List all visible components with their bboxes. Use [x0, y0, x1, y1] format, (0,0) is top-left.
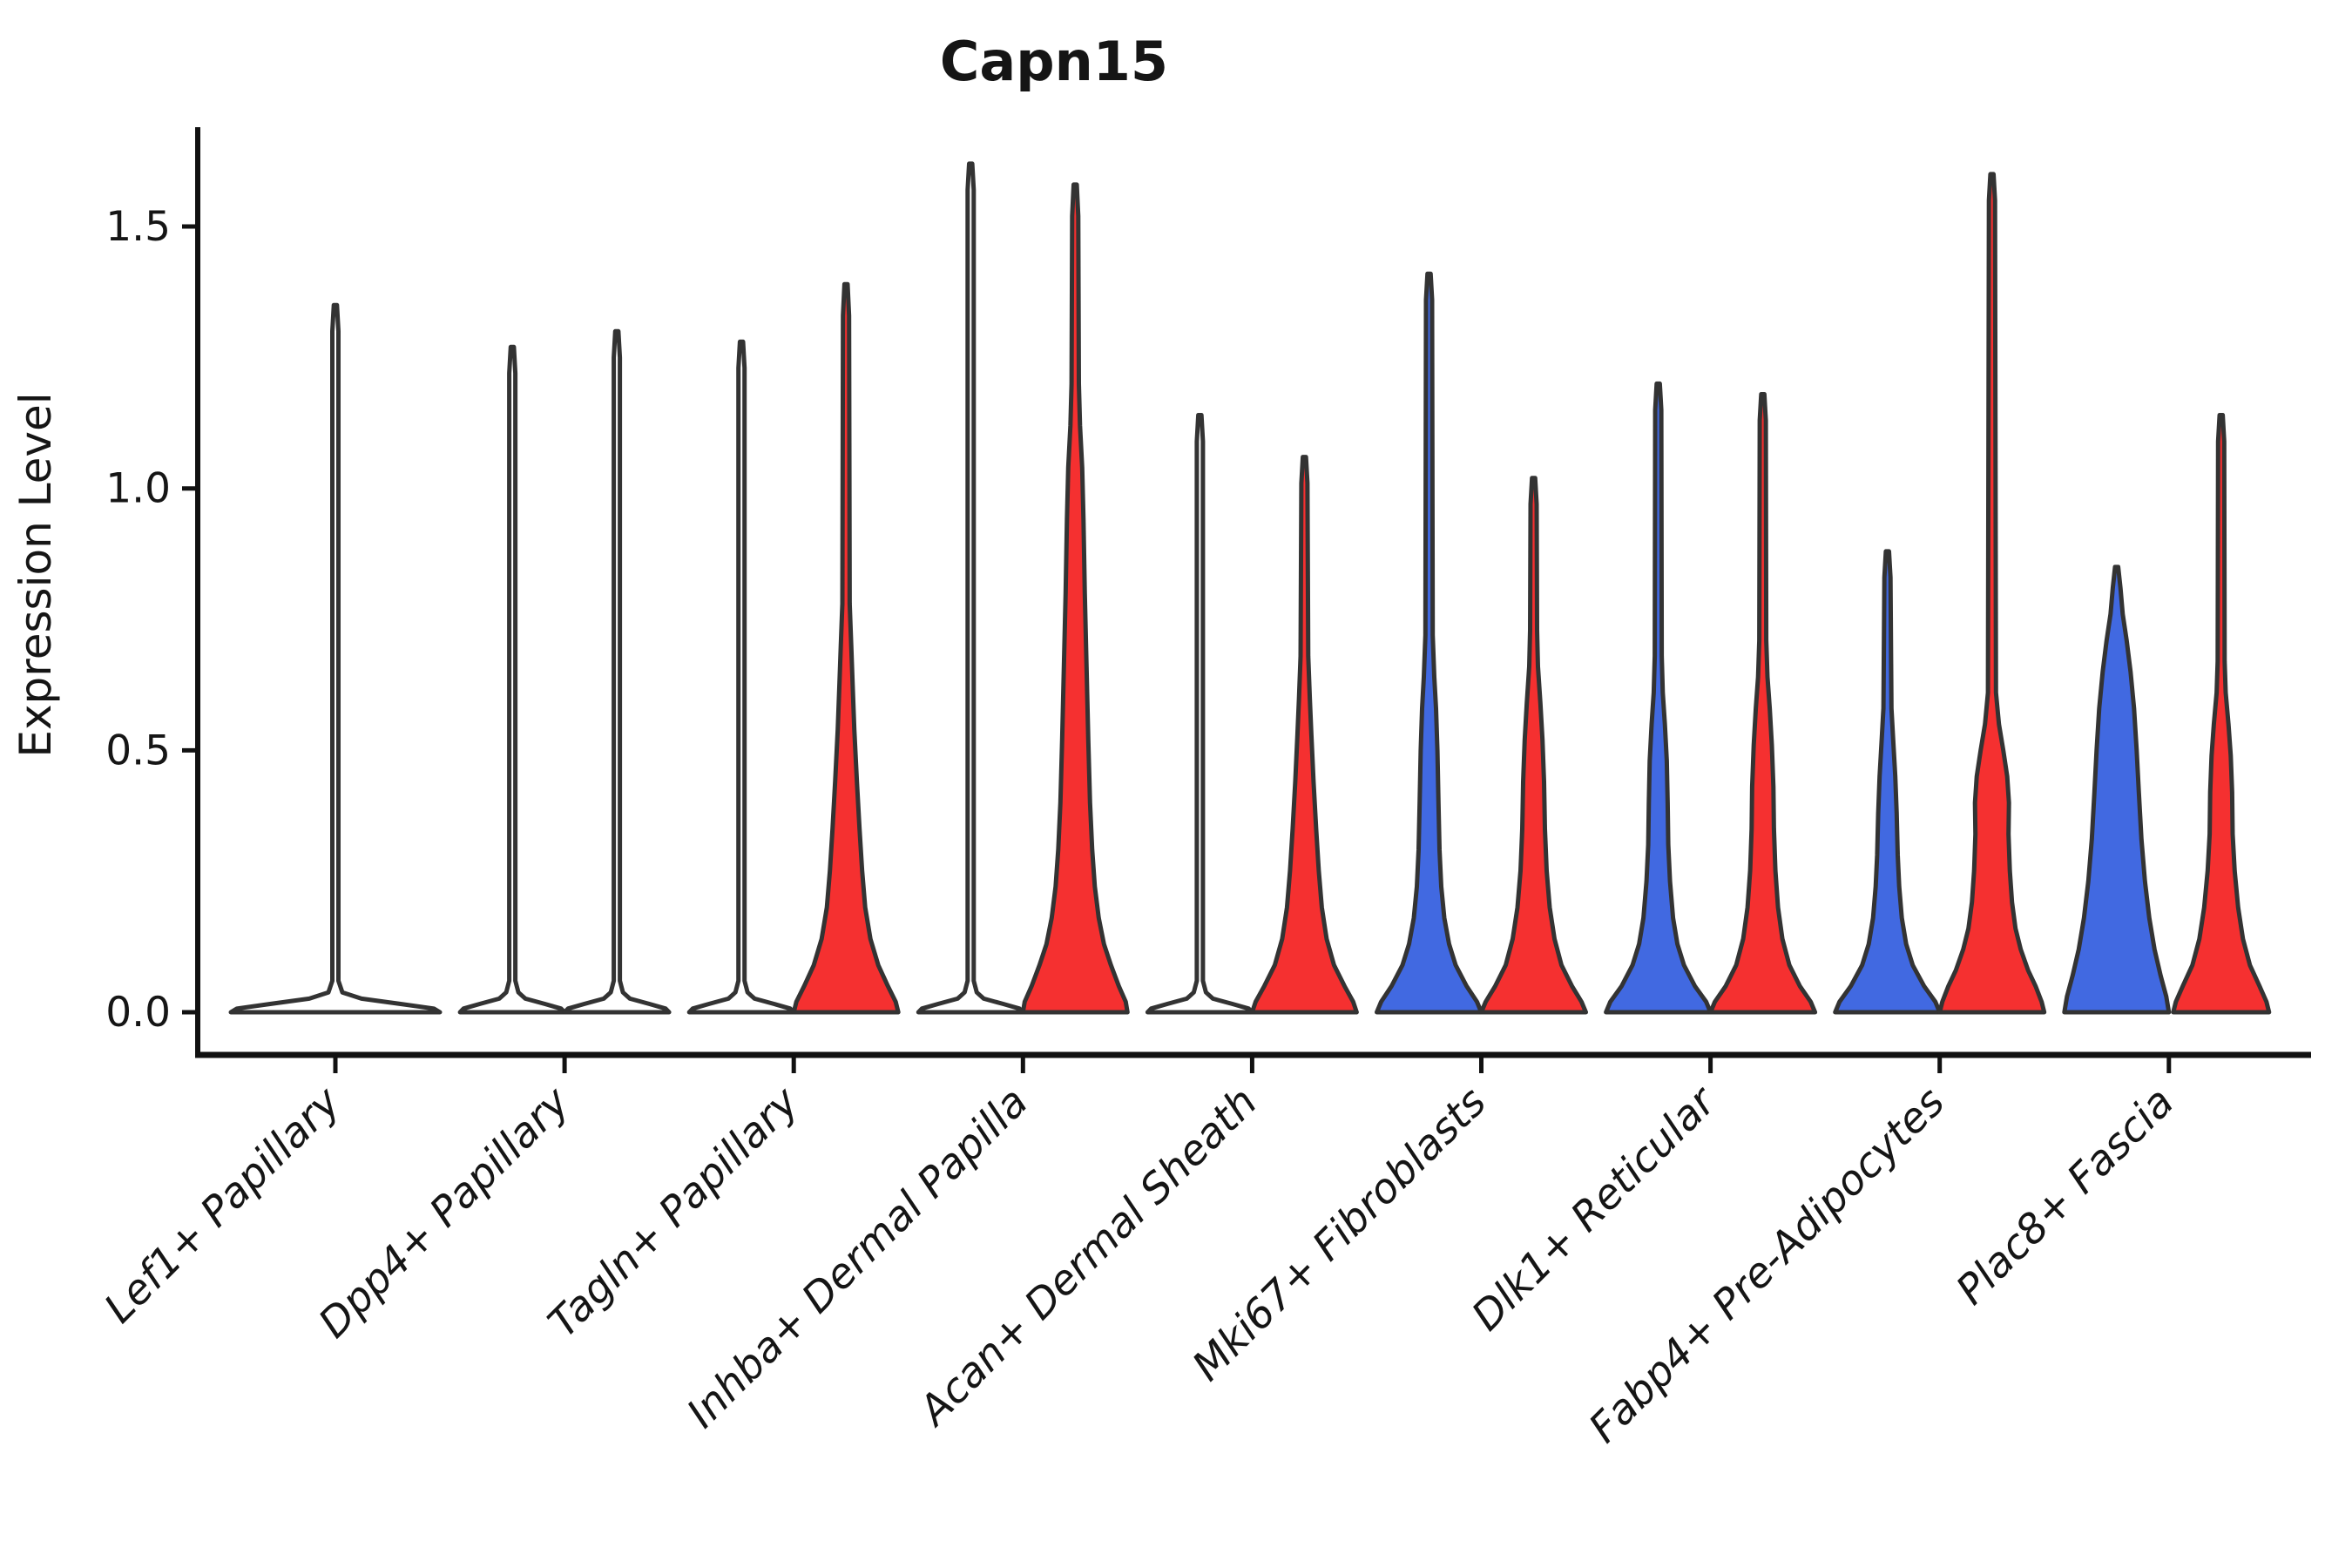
violin [457, 344, 567, 1015]
y-tick-label: 0.0 [105, 989, 171, 1037]
x-tick-label: Plac8+ Fascia [1947, 1078, 2183, 1315]
violin [1020, 182, 1130, 1015]
violin [1145, 413, 1254, 1015]
y-tick-label: 1.0 [105, 465, 171, 513]
violin [1479, 476, 1588, 1015]
axes [182, 127, 2311, 1073]
violin [1708, 392, 1818, 1015]
violin [686, 339, 796, 1015]
chart-title: Capn15 [940, 30, 1168, 93]
y-tick-label: 1.5 [105, 203, 171, 251]
violin [1249, 455, 1359, 1015]
violin [1375, 271, 1484, 1015]
violin [1833, 549, 1943, 1015]
violin [1937, 172, 2047, 1015]
violin [791, 281, 901, 1015]
violin [2171, 413, 2272, 1015]
y-tick-label: 0.5 [105, 727, 171, 774]
violin [228, 302, 443, 1015]
x-tick-label: Dpp4+ Papillary [309, 1078, 579, 1348]
y-axis-label: Expression Level [10, 392, 61, 757]
x-tick-label: Dlk1+ Reticular [1463, 1077, 1727, 1341]
violin [2062, 564, 2172, 1015]
violin [916, 161, 1025, 1015]
x-tick-label: Lef1+ Papillary [95, 1078, 350, 1333]
violin [1604, 381, 1713, 1015]
x-tick-label: Tagln+ Papillary [539, 1078, 809, 1348]
violins [228, 161, 2272, 1015]
violin [562, 328, 672, 1015]
